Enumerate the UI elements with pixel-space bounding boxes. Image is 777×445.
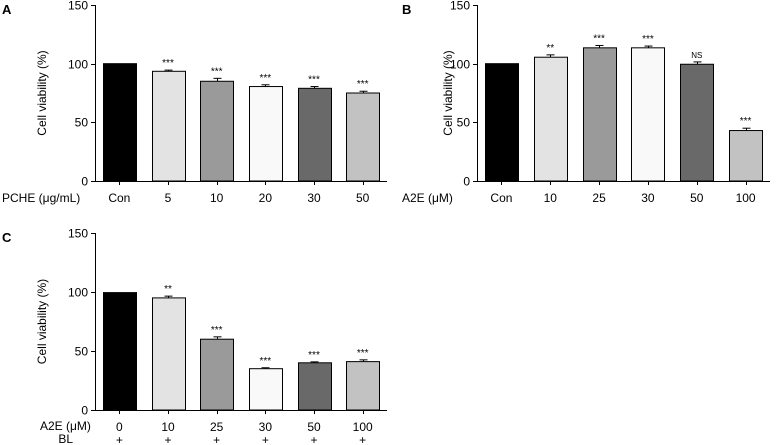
y-axis-label: Cell viability (%) [441,50,455,135]
x-axis-label: A2E (μM) [402,191,453,205]
category-label: 50 [690,191,704,205]
panel-letter: A [2,2,12,17]
y-tick-label: 0 [81,404,88,418]
significance-label: *** [357,79,369,90]
bar [298,87,332,182]
bar [534,56,568,182]
significance-label: *** [642,34,654,45]
y-axis-label: Cell viability (%) [35,50,49,135]
category-label: 30 [307,191,321,205]
category-label: 50 [307,420,321,434]
significance-label: *** [259,73,271,84]
bar [249,86,283,182]
y-tick-label: 100 [450,58,470,72]
category-label: 5 [165,191,172,205]
bar [346,92,380,182]
bar [583,47,617,182]
category-label: 10 [210,191,224,205]
y-tick-label: 150 [450,0,470,13]
category-label: 50 [356,191,370,205]
category-label: 100 [353,420,373,434]
significance-label: *** [211,325,223,336]
significance-label: *** [357,348,369,359]
significance-label: *** [308,75,320,86]
significance-label: ** [546,43,554,54]
y-axis-label: Cell viability (%) [35,279,49,364]
panel-a: A 0 50 100 150 Cell viability (%) PCHE (μg/mL)… [2,0,387,205]
category-label: 10 [544,191,558,205]
category-label: 0 [116,420,123,434]
y-tick-label: 0 [81,175,88,189]
y-tick-label: 50 [457,116,471,130]
y-tick-label: 100 [68,58,88,72]
bar [200,338,234,411]
y-tick-label: 150 [68,227,88,241]
significance-label: *** [740,116,752,127]
bar [298,362,332,411]
category-label-secondary: + [359,433,366,445]
bar [249,368,283,411]
bar [729,130,763,182]
bar [680,63,714,182]
bar [346,361,380,411]
bar [485,63,519,182]
panel-letter: B [402,2,411,17]
category-label: 20 [259,191,273,205]
category-label: Con [490,191,512,205]
x-axis-label: A2E (μM) [40,419,91,433]
category-label: 10 [161,420,175,434]
bar [103,292,137,411]
bar [103,63,137,182]
category-label-secondary: + [262,433,269,445]
category-label-secondary: + [213,433,220,445]
x-axis-label: PCHE (μg/mL) [2,191,80,205]
bar [631,47,665,182]
significance-label: *** [162,58,174,69]
significance-label: *** [308,350,320,361]
category-label-secondary: + [164,433,171,445]
y-tick-label: 50 [75,345,89,359]
y-tick-label: 100 [68,286,88,300]
panel-letter: C [2,230,12,245]
panel-b: B 0 50 100 150 Cell viability (%) A2E (μM) Con *… [402,0,770,205]
category-label-secondary: + [310,433,317,445]
category-label-secondary: + [116,433,123,445]
category-label: 30 [641,191,655,205]
x-axis-label-secondary: BL [58,432,73,445]
bar [152,297,186,411]
significance-label: *** [211,66,223,77]
significance-label: NS [691,51,702,60]
y-tick-label: 50 [75,116,89,130]
significance-label: *** [593,33,605,44]
bar [200,80,234,182]
category-label: 25 [592,191,606,205]
significance-label: *** [259,356,271,367]
y-tick-label: 0 [463,175,470,189]
category-label: 30 [259,420,273,434]
category-label: Con [108,191,130,205]
category-label: 100 [736,191,756,205]
bar [152,70,186,182]
y-tick-label: 150 [68,0,88,13]
category-label: 25 [210,420,224,434]
significance-label: ** [164,284,172,295]
